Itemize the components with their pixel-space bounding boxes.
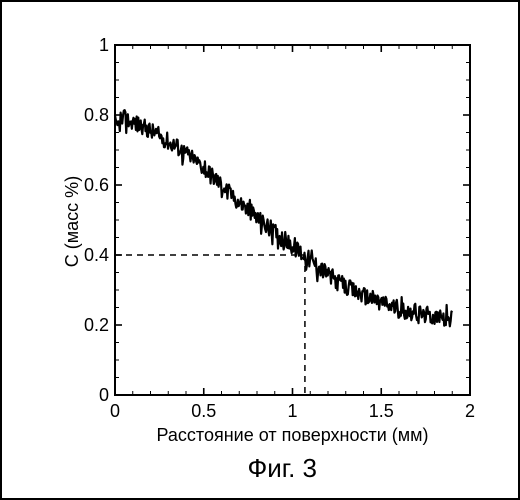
plot-svg [103,33,482,407]
x-tick-label: 1 [275,401,311,422]
x-tick-label: 0.5 [186,401,222,422]
y-tick-label: 0 [99,385,109,406]
y-tick-label: 0.2 [84,315,109,336]
figure-caption: Фиг. 3 [248,453,318,484]
x-tick-label: 1.5 [363,401,399,422]
chart-area [115,45,470,395]
y-tick-label: 1 [99,35,109,56]
x-axis-label: Расстояние от поверхности (мм) [133,425,453,446]
y-tick-label: 0.8 [84,105,109,126]
y-tick-label: 0.6 [84,175,109,196]
x-tick-label: 2 [452,401,488,422]
y-axis-label: С (масс %) [62,176,83,267]
y-tick-label: 0.4 [84,245,109,266]
